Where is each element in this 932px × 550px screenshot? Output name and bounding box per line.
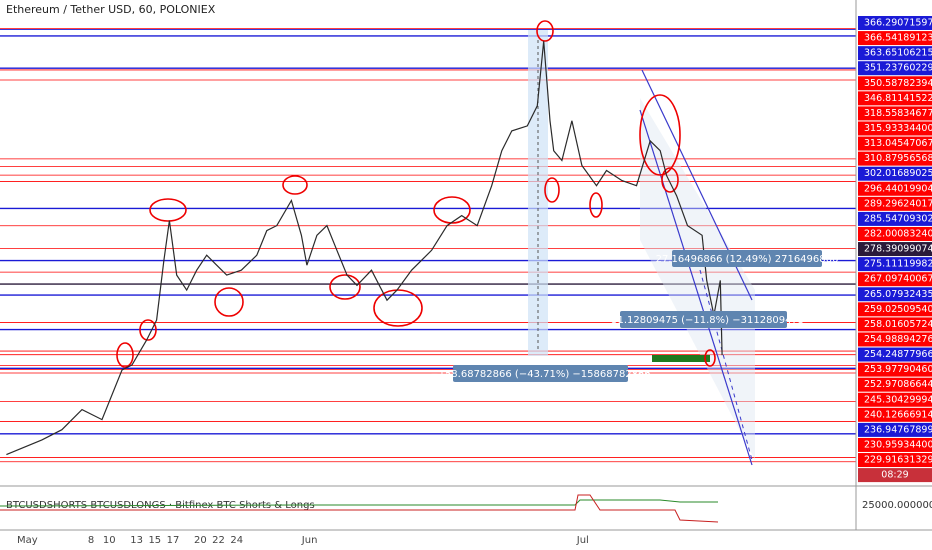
level-label: 310.87956568 bbox=[864, 153, 932, 164]
level-label-box bbox=[858, 166, 932, 181]
level-label: 267.09740067 bbox=[864, 274, 932, 285]
level-label-box bbox=[858, 302, 932, 317]
x-tick-label: 17 bbox=[167, 535, 180, 546]
annotation: −158.68782866 (−43.71%) −15868782866 bbox=[430, 369, 651, 380]
level-label: 278.39099074 bbox=[864, 244, 932, 255]
level-label: 253.97790460 bbox=[864, 364, 932, 375]
level-label: 313.04547067 bbox=[864, 138, 932, 149]
x-tick-label: 22 bbox=[212, 535, 225, 546]
x-tick-label: 13 bbox=[130, 535, 143, 546]
level-label-box bbox=[858, 242, 932, 257]
level-label: 259.02509540 bbox=[864, 304, 932, 315]
level-label: 346.81141522 bbox=[864, 93, 932, 104]
level-label: 230.95934400 bbox=[864, 439, 932, 450]
level-label: 366.54189123 bbox=[864, 33, 932, 44]
level-label: 258.01605724 bbox=[864, 319, 932, 330]
level-label-box bbox=[858, 91, 932, 106]
level-label: 366.29071597 bbox=[864, 18, 932, 29]
x-tick-label: 24 bbox=[230, 535, 243, 546]
x-tick-label: 20 bbox=[194, 535, 207, 546]
level-label: 289.29624017 bbox=[864, 198, 932, 209]
level-label: 245.30429994 bbox=[864, 394, 932, 405]
level-label-box bbox=[858, 136, 932, 151]
level-label-box bbox=[858, 181, 932, 196]
level-label: 236.94767899 bbox=[864, 424, 932, 435]
level-label-box bbox=[858, 377, 932, 392]
x-tick-label: May bbox=[17, 535, 38, 546]
level-label-box bbox=[858, 347, 932, 362]
level-label-box bbox=[858, 392, 932, 407]
level-label-box bbox=[858, 362, 932, 377]
x-tick-label: Jun bbox=[301, 535, 318, 546]
time-label: 08:29 bbox=[881, 470, 908, 481]
level-label-box bbox=[858, 211, 932, 226]
level-label: 318.55834677 bbox=[864, 108, 932, 119]
level-label-box bbox=[858, 407, 932, 422]
level-label-box bbox=[858, 151, 932, 166]
circles bbox=[116, 20, 716, 368]
level-label: 315.93334400 bbox=[864, 123, 932, 134]
level-label: 350.58782394 bbox=[864, 78, 932, 89]
indicator-shorts bbox=[0, 494, 719, 523]
x-tick-label: 15 bbox=[148, 535, 161, 546]
level-label-box bbox=[858, 437, 932, 452]
x-tick-label: 10 bbox=[103, 535, 116, 546]
green-zone bbox=[652, 355, 710, 362]
level-label-box bbox=[858, 226, 932, 241]
time-label-box bbox=[858, 468, 932, 483]
level-label-box bbox=[858, 121, 932, 136]
level-label-box bbox=[858, 76, 932, 91]
indicator-longs bbox=[0, 499, 718, 507]
level-label: 252.97086644 bbox=[864, 379, 932, 390]
level-label: 265.07932435 bbox=[864, 289, 932, 300]
annotation-box bbox=[453, 365, 628, 382]
level-label-box bbox=[858, 46, 932, 61]
level-label-box bbox=[858, 196, 932, 211]
chart-title: Ethereum / Tether USD, 60, POLONIEX bbox=[6, 3, 216, 16]
level-label: 240.12666914 bbox=[864, 409, 932, 420]
level-label: 229.91631329 bbox=[864, 455, 932, 466]
level-label-box bbox=[858, 317, 932, 332]
annotation: 27.16496866 (12.49%) 2716496866 bbox=[656, 254, 839, 265]
level-label: 285.54709302 bbox=[864, 213, 932, 224]
price-line bbox=[6, 41, 723, 456]
level-label: 254.98894276 bbox=[864, 334, 932, 345]
level-label: 282.00083240 bbox=[864, 228, 932, 239]
x-tick-label: Jul bbox=[576, 535, 589, 546]
level-label: 275.11119982 bbox=[864, 259, 932, 270]
indicator-value: 25000.00000000 bbox=[862, 500, 932, 511]
level-label-box bbox=[858, 422, 932, 437]
level-label: 254.24877966 bbox=[864, 349, 932, 360]
level-label-box bbox=[858, 106, 932, 121]
channel-line bbox=[639, 109, 753, 466]
level-label-box bbox=[858, 61, 932, 76]
level-label-box bbox=[858, 272, 932, 287]
level-label-box bbox=[858, 257, 932, 272]
channel-fill bbox=[640, 98, 755, 460]
level-label: 351.23760229 bbox=[864, 63, 932, 74]
level-label: 296.44019904 bbox=[864, 183, 932, 194]
annotation: −31.12809475 (−11.8%) −3112809475 bbox=[603, 315, 805, 326]
channel-line bbox=[699, 269, 753, 461]
x-tick-label: 8 bbox=[88, 535, 94, 546]
level-label-box bbox=[858, 332, 932, 347]
annotation-box bbox=[620, 311, 787, 328]
level-label-box bbox=[858, 31, 932, 46]
level-label: 363.65106215 bbox=[864, 48, 932, 59]
level-label-box bbox=[858, 16, 932, 30]
level-label: 302.01689025 bbox=[864, 168, 932, 179]
level-label-box bbox=[858, 453, 932, 468]
annotation-box bbox=[672, 250, 822, 267]
level-label-box bbox=[858, 287, 932, 302]
